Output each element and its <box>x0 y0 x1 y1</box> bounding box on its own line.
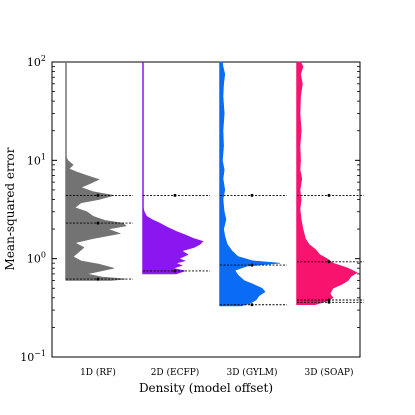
reference-marker <box>327 300 331 304</box>
reference-marker <box>96 193 100 197</box>
reference-lines-layer <box>66 193 364 307</box>
x-axis-title: Density (model offset) <box>139 381 273 395</box>
reference-marker <box>250 303 254 307</box>
y-axis: 10−1 100 101 102 <box>20 54 360 364</box>
plot-frame <box>51 61 361 358</box>
x-tick-label: 2D (ECFP) <box>151 367 200 378</box>
x-tick-label: 3D (GYLM) <box>227 367 278 378</box>
violin-1d-rf <box>65 156 127 281</box>
violins-layer <box>65 61 358 307</box>
violin-3d-soap <box>296 61 358 306</box>
x-tick-label: 3D (SOAP) <box>305 367 354 378</box>
reference-marker <box>327 260 331 264</box>
y-tick-label: 101 <box>27 152 46 167</box>
reference-marker <box>96 221 100 225</box>
y-tick-label: 100 <box>27 251 46 266</box>
y-tick-label: 10−1 <box>20 349 46 364</box>
x-tick-label: 1D (RF) <box>80 367 116 378</box>
reference-marker <box>173 269 177 273</box>
y-axis-title: Mean-squared error <box>3 147 17 270</box>
reference-marker <box>250 193 254 197</box>
reference-marker <box>96 277 100 281</box>
reference-marker <box>250 263 254 267</box>
reference-marker <box>327 193 331 197</box>
violin-2d-ecfp <box>142 206 204 275</box>
y-tick-label: 102 <box>27 54 46 69</box>
x-axis: 1D (RF) 2D (ECFP) 3D (GYLM) 3D (SOAP) <box>80 367 353 378</box>
reference-marker <box>173 193 177 197</box>
violin-3d-gylm <box>219 61 281 307</box>
reference-marker <box>327 298 331 302</box>
